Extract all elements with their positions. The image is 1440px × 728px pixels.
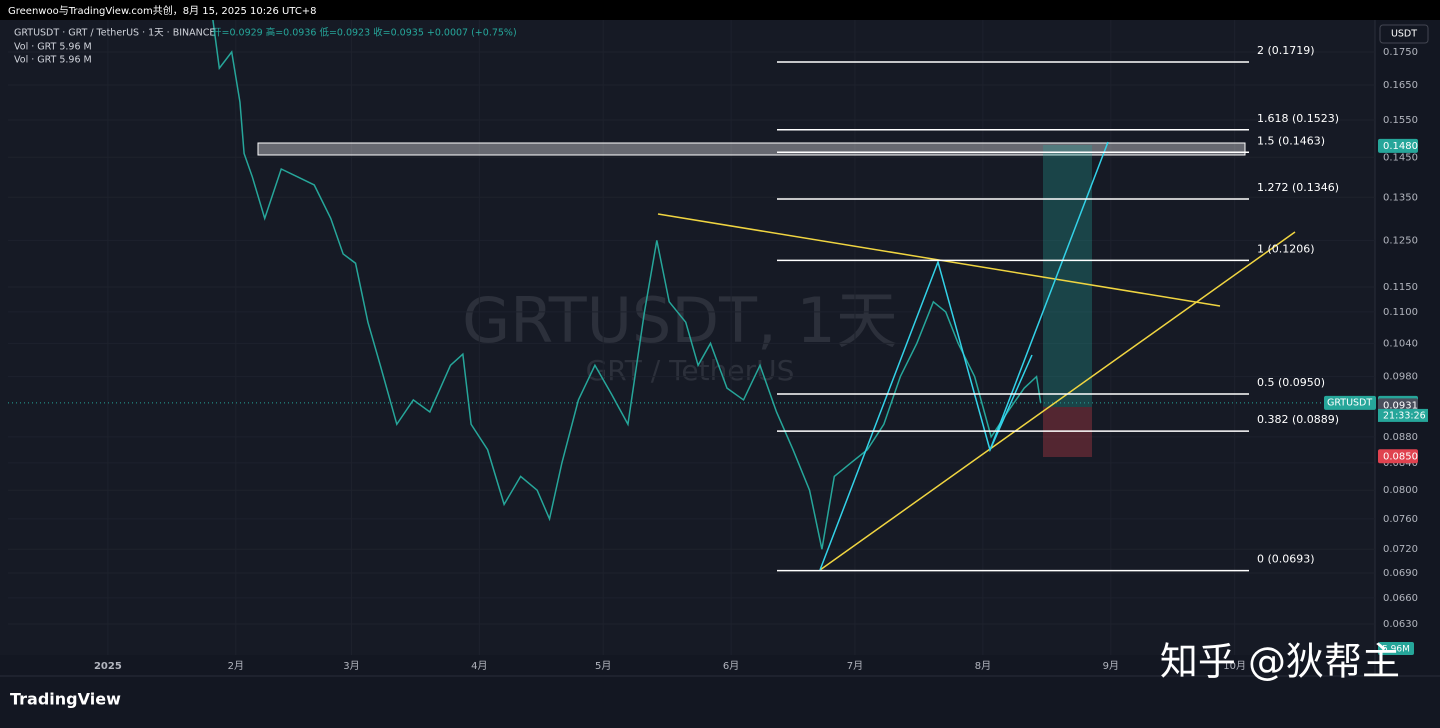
x-tick-label: 5月: [595, 660, 611, 672]
x-tick-label: 7月: [847, 660, 863, 672]
legend-symbol: GRTUSDT · GRT / TetherUS · 1天 · BINANCE: [14, 28, 215, 39]
wave-line: [989, 141, 1109, 451]
x-tick-label: 6月: [723, 660, 739, 672]
fib-label: 1.618 (0.1523): [1257, 112, 1339, 125]
fib-label: 0 (0.0693): [1257, 553, 1315, 566]
y-tick-label: 0.0880: [1383, 432, 1418, 443]
price-badge: [1378, 398, 1418, 413]
price-line: [212, 20, 1042, 550]
y-tick-label: 0.0630: [1383, 619, 1418, 630]
countdown-bg: [1378, 408, 1428, 422]
symbol-badge-bg: [1324, 395, 1376, 410]
x-tick-label: 10月: [1223, 660, 1246, 672]
x-tick-label: 9月: [1103, 660, 1119, 672]
x-tick-label: 8月: [975, 660, 991, 672]
x-tick-label: 2月: [228, 660, 244, 672]
fib-label: 1.272 (0.1346): [1257, 181, 1339, 194]
y-tick-label: 0.1150: [1383, 282, 1418, 293]
legend-ohlc: 开=0.0929 高=0.0936 低=0.0923 收=0.0935 +0.0…: [212, 27, 517, 39]
trend-line: [819, 231, 1296, 571]
x-tick-label: 2025: [94, 661, 122, 672]
fib-label: 0.5 (0.0950): [1257, 376, 1325, 389]
fib-label: 1.5 (0.1463): [1257, 134, 1325, 147]
y-tick-label: 0.0660: [1383, 593, 1418, 604]
target-zone: [1043, 145, 1092, 407]
countdown: 21:33:26: [1383, 410, 1426, 421]
footer-brand: TradingView: [10, 690, 121, 709]
footer-credit: 知乎 @狄帮主: [1160, 640, 1400, 684]
y-tick-label: 0.1100: [1383, 307, 1418, 318]
header-bar: [0, 0, 1440, 20]
price-badge-label: 0.0931: [1383, 400, 1418, 411]
y-tick-label: 0.1350: [1383, 192, 1418, 203]
y-tick-label: 0.0800: [1383, 485, 1418, 496]
y-tick-label: 0.0980: [1383, 372, 1418, 383]
fib-label: 1 (0.1206): [1257, 242, 1315, 255]
stop-zone: [1043, 407, 1092, 457]
price-badge-label: 0.0850: [1383, 451, 1418, 462]
x-tick-label: 4月: [471, 660, 487, 672]
plot: [8, 20, 1375, 655]
y-tick-label: 0.1650: [1383, 80, 1418, 91]
y-tick-label: 0.0720: [1383, 544, 1418, 555]
volume-badge-bg: [1378, 642, 1414, 655]
wave-line: [819, 259, 1033, 571]
symbol-badge: GRTUSDT: [1327, 397, 1372, 408]
price-badge: [1378, 449, 1418, 464]
watermark-subtitle: GRT / TetherUS: [586, 354, 795, 387]
y-tick-label: 0.1040: [1383, 338, 1418, 349]
header-title: Greenwoo与TradingView.com共创，8月 15, 2025 1…: [8, 4, 317, 17]
price-badge-label: 0.1480: [1383, 141, 1418, 152]
price-badge: [1378, 138, 1418, 153]
y-tick-label: 0.0840: [1383, 458, 1418, 469]
fib-label: 2 (0.1719): [1257, 44, 1315, 57]
fib-label: 0.382 (0.0889): [1257, 413, 1339, 426]
legend-volume: Vol · GRT 5.96 M: [14, 42, 92, 53]
axis: 0.1750 0.1650 0.1550 0.1450 0.1350 0.1250 0.11…: [94, 47, 1418, 672]
legend-volume: Vol · GRT 5.96 M: [14, 55, 92, 66]
volume-badge: 5.96M: [1382, 645, 1410, 655]
watermark-title: GRTUSDT, 1天: [462, 284, 898, 357]
y-tick-label: 0.1750: [1383, 47, 1418, 58]
currency-button[interactable]: [1379, 24, 1429, 44]
y-tick-label: 0.1550: [1383, 115, 1418, 126]
y-tick-label: 0.1450: [1383, 152, 1418, 163]
y-tick-label: 0.0690: [1383, 568, 1418, 579]
currency-label[interactable]: USDT: [1391, 29, 1417, 40]
y-tick-label: 0.1250: [1383, 235, 1418, 246]
resistance-zone: [257, 142, 1246, 156]
x-tick-label: 3月: [343, 660, 359, 672]
y-tick-label: 0.0760: [1383, 514, 1418, 525]
